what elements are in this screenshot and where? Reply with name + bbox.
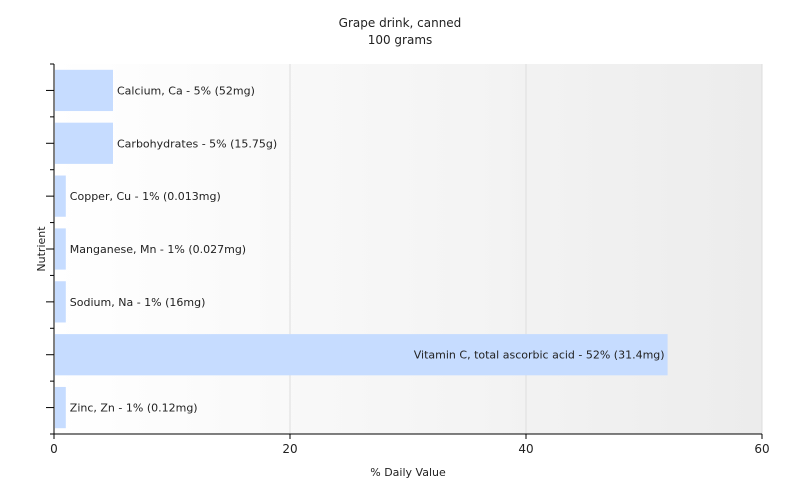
bar-label: Calcium, Ca - 5% (52mg): [117, 84, 255, 97]
bar: [55, 122, 113, 164]
y-axis-title: Nutrient: [35, 226, 48, 272]
x-tick-label: 60: [754, 442, 769, 456]
bar-label: Copper, Cu - 1% (0.013mg): [70, 190, 221, 203]
axes: 0 20 40 60: [46, 63, 770, 456]
x-tick-label: 0: [50, 442, 58, 456]
bar: [55, 228, 66, 270]
bar-label: Carbohydrates - 5% (15.75g): [117, 137, 277, 150]
bar: [55, 386, 66, 429]
bar-label: Zinc, Zn - 1% (0.12mg): [70, 402, 198, 415]
bar: [55, 69, 113, 112]
x-tick-label: 40: [518, 442, 533, 456]
chart-subtitle: 100 grams: [368, 33, 433, 47]
bars: Calcium, Ca - 5% (52mg) Carbohydrates - 5…: [55, 69, 668, 429]
bar: [55, 334, 668, 376]
x-tick-label: 20: [282, 442, 297, 456]
x-axis-title: % Daily Value: [370, 466, 446, 479]
bar: [55, 281, 66, 323]
bar-label: Vitamin C, total ascorbic acid - 52% (31…: [414, 349, 665, 362]
bar-label: Manganese, Mn - 1% (0.027mg): [70, 243, 246, 256]
bar: [55, 175, 66, 217]
chart-title: Grape drink, canned: [339, 16, 462, 30]
bar-label: Sodium, Na - 1% (16mg): [70, 296, 206, 309]
